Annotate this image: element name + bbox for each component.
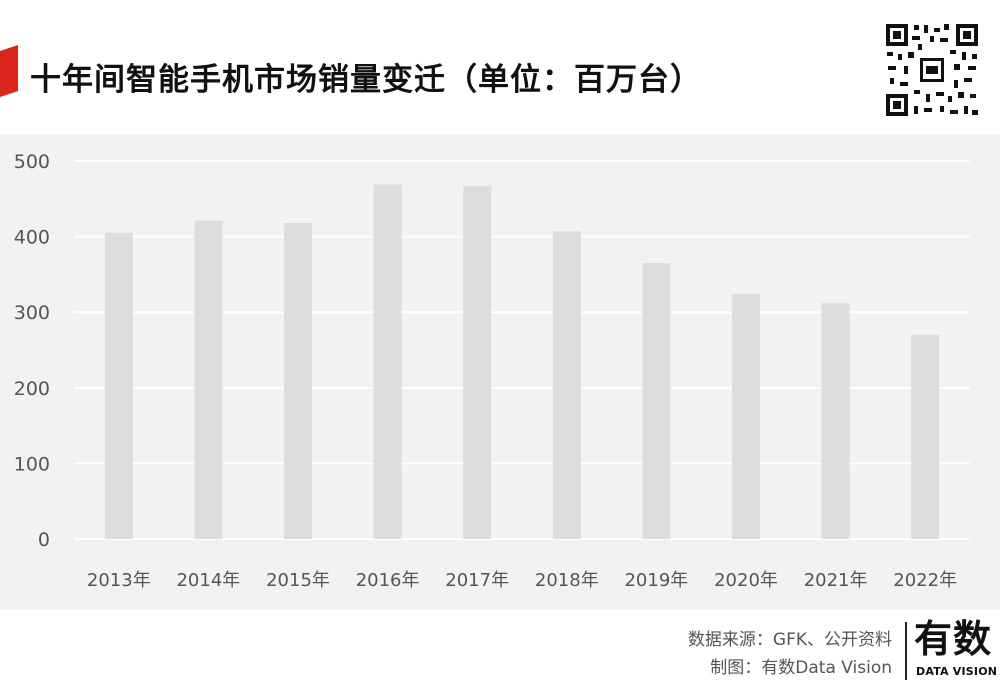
bar [463, 185, 492, 539]
bar [284, 222, 312, 539]
y-tick-label: 0 [38, 529, 50, 551]
chart-maker-text: 制图：有数Data Vision [710, 658, 892, 678]
header: 十年间智能手机市场销量变迁（单位：百万台） [0, 0, 1000, 134]
bar [373, 184, 402, 539]
bar [732, 294, 760, 539]
bar [642, 263, 671, 539]
y-tick-label: 400 [14, 227, 50, 249]
grid-lines [74, 160, 970, 540]
chart-title: 十年间智能手机市场销量变迁（单位：百万台） [30, 62, 702, 98]
bar [821, 303, 850, 539]
x-tick-label: 2019年 [624, 570, 688, 591]
x-tick-label: 2017年 [445, 570, 509, 591]
x-tick-label: 2020年 [714, 570, 778, 591]
bars [104, 184, 940, 540]
bar [104, 232, 133, 539]
x-tick-label: 2015年 [266, 570, 330, 591]
bar [552, 231, 581, 540]
chart-panel: 0 100 200 300 400 500 2013年 2014年 2015年 2016年 201… [0, 134, 1000, 610]
x-tick-label: 2021年 [804, 570, 868, 591]
bar [911, 334, 940, 539]
red-mark-icon [0, 45, 18, 97]
y-tick-label: 100 [14, 453, 50, 475]
data-source-text: 数据来源：GFK、公开资料 [687, 630, 892, 650]
y-tick-labels: 0 100 200 300 400 500 [14, 151, 50, 551]
x-tick-label: 2018年 [535, 570, 599, 591]
y-tick-label: 500 [14, 151, 50, 173]
brand-logo-subtext: DATA VISION [916, 665, 998, 678]
y-tick-label: 200 [14, 378, 50, 400]
x-tick-label: 2013年 [87, 570, 151, 591]
y-tick-label: 300 [14, 302, 50, 324]
brand-logo-text: 有数 [914, 617, 993, 661]
x-tick-label: 2016年 [356, 570, 420, 591]
footer: 数据来源：GFK、公开资料 制图：有数Data Vision 有数 DATA V… [0, 610, 1000, 693]
x-tick-labels: 2013年 2014年 2015年 2016年 2017年 2018年 2019年 2020年… [87, 570, 957, 591]
footer-divider [905, 622, 907, 680]
x-tick-label: 2014年 [176, 570, 240, 591]
bar [194, 220, 223, 539]
x-tick-label: 2022年 [893, 570, 957, 591]
qr-code-icon [884, 22, 980, 118]
